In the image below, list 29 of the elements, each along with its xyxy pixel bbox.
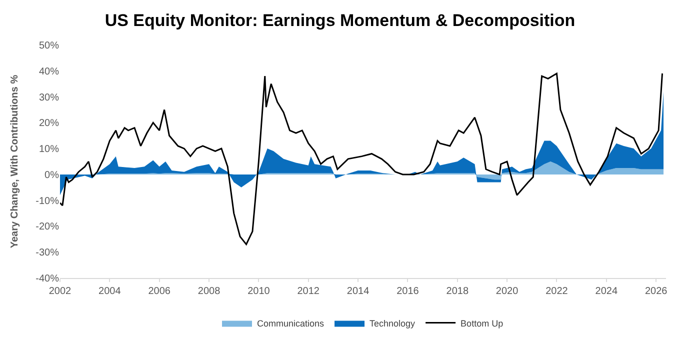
x-tick-label: 2008 [198,286,221,297]
y-axis-title: Yeary Change, With Contributions % [10,74,21,248]
x-tick-label: 2018 [446,286,469,297]
x-tick-label: 2004 [98,286,122,297]
y-tick-label: 30% [38,92,60,104]
x-tick-label: 2012 [297,286,320,297]
x-tick-label: 2002 [48,286,72,297]
y-tick-label: 10% [38,144,60,156]
x-tick-label: 2006 [148,286,171,297]
x-tick-label: 2022 [546,286,568,297]
legend-label: Communications [257,318,325,328]
y-tick-label: -40% [36,274,60,284]
legend-label: Bottom Up [460,318,504,328]
x-tick-label: 2014 [346,286,370,297]
legend-label: Technology [370,318,416,328]
chart-title: US Equity Monitor: Earnings Momentum & Decomposition [104,10,576,30]
x-tick-label: 2010 [248,286,270,297]
y-tick-label: 40% [38,66,60,78]
x-tick-label: 2024 [595,286,618,297]
y-tick-label: 0% [44,170,60,181]
y-tick-label: 20% [38,118,60,130]
y-tick-label: -20% [36,222,60,233]
y-tick-label: 50% [38,40,60,52]
y-tick-label: -30% [36,248,60,259]
y-tick-label: -10% [36,196,60,207]
x-tick-label: 2016 [396,286,420,297]
line-series [60,72,664,246]
x-tick-label: 2020 [496,286,519,297]
x-tick-label: 2026 [644,286,668,297]
